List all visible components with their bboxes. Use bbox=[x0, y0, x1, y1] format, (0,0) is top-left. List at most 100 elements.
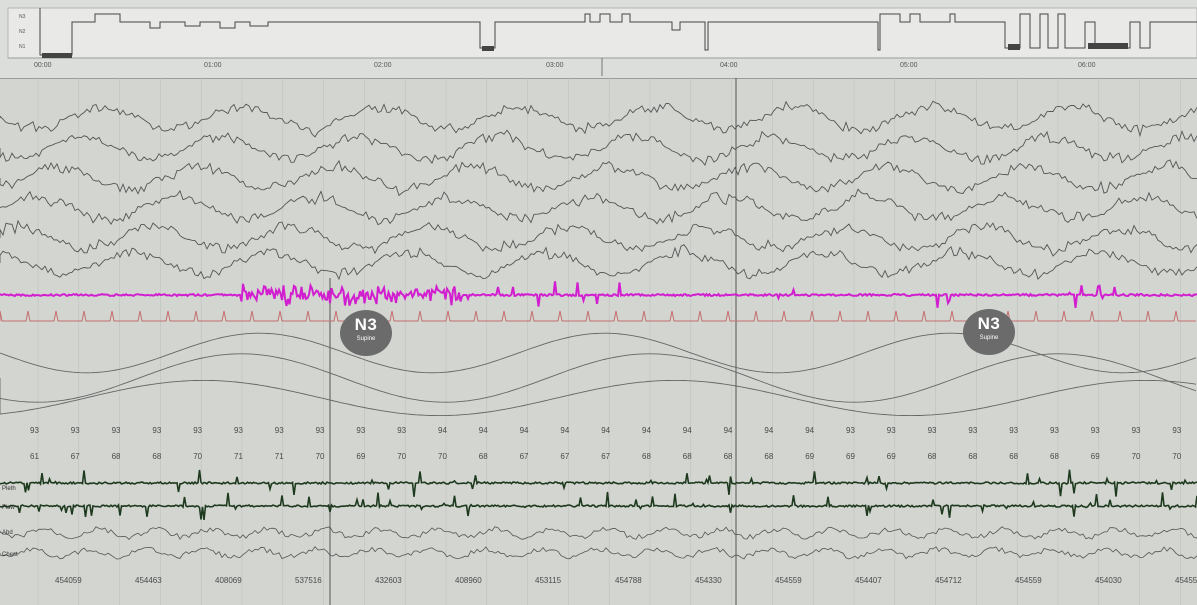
eeg-trace bbox=[0, 219, 1197, 257]
spo2-value: 94 bbox=[642, 426, 651, 435]
hypnogram-trace[interactable] bbox=[0, 0, 1197, 78]
hypnogram-panel[interactable]: N3 N2 N1 00:00 01:00 02:00 03:00 04:00 0… bbox=[0, 0, 1197, 79]
pulse-value: 68 bbox=[642, 452, 651, 461]
pulse-value: 67 bbox=[601, 452, 611, 461]
pulse-value: 70 bbox=[315, 452, 325, 461]
channel-label: Pleth bbox=[2, 486, 16, 492]
counter-value: 537516 bbox=[295, 576, 322, 585]
channel-label: Abd bbox=[2, 530, 13, 536]
spo2-value: 94 bbox=[805, 426, 815, 435]
counter-value: 454712 bbox=[935, 576, 962, 585]
spo2-value: 93 bbox=[70, 426, 80, 435]
spo2-value: 93 bbox=[152, 426, 162, 435]
pulse-value: 69 bbox=[805, 452, 815, 461]
spo2-value: 93 bbox=[315, 426, 325, 435]
stage-label: N3 bbox=[354, 315, 378, 334]
spo2-value: 93 bbox=[927, 426, 937, 435]
spo2-value: 94 bbox=[723, 426, 733, 435]
counter-value: 408069 bbox=[215, 576, 242, 585]
counter-value: 453115 bbox=[535, 576, 562, 585]
spo2-value: 93 bbox=[234, 426, 243, 435]
pulse-value: 68 bbox=[1050, 452, 1059, 461]
counter-value: 432603 bbox=[375, 576, 402, 585]
timeline-label: 00:00 bbox=[34, 62, 52, 69]
channel-label: Flow bbox=[2, 505, 15, 511]
position-label: Supine bbox=[979, 335, 999, 341]
emg-trace bbox=[0, 281, 1197, 309]
pulse-value: 68 bbox=[927, 452, 937, 461]
eeg-trace bbox=[0, 546, 1197, 560]
pulse-value: 67 bbox=[519, 452, 529, 461]
spo2-value: 93 bbox=[1009, 426, 1019, 435]
spo2-value: 94 bbox=[601, 426, 611, 435]
hypno-level-label: N1 bbox=[19, 44, 26, 50]
position-label: Supine bbox=[356, 336, 376, 342]
timeline-label: 02:00 bbox=[374, 62, 392, 69]
timeline-label: 06:00 bbox=[1078, 62, 1096, 69]
pulse-value: 68 bbox=[723, 452, 733, 461]
pulse-value: 68 bbox=[764, 452, 774, 461]
respiratory-trace bbox=[0, 379, 1197, 417]
spo2-value: 94 bbox=[560, 426, 570, 435]
spo2-value: 94 bbox=[438, 426, 447, 435]
pulse-value: 68 bbox=[968, 452, 978, 461]
counter-value: 408960 bbox=[455, 576, 482, 585]
counter-value: 454330 bbox=[695, 576, 722, 585]
pulse-value: 70 bbox=[438, 452, 447, 461]
spo2-value: 94 bbox=[478, 426, 488, 435]
spo2-value: 93 bbox=[846, 426, 855, 435]
spo2-value: 94 bbox=[682, 426, 692, 435]
pulse-value: 70 bbox=[1131, 452, 1141, 461]
pulse-value: 71 bbox=[274, 452, 284, 461]
spo2-value: 93 bbox=[1172, 426, 1182, 435]
sleep-stage-marker[interactable]: N3 Supine bbox=[340, 310, 392, 356]
pulse-value: 67 bbox=[560, 452, 570, 461]
timeline-label: 05:00 bbox=[900, 62, 918, 69]
sleep-stage-marker[interactable]: N3 Supine bbox=[963, 309, 1015, 355]
pulse-value: 70 bbox=[1172, 452, 1182, 461]
spo2-value: 93 bbox=[274, 426, 284, 435]
pulse-value: 68 bbox=[111, 452, 121, 461]
counter-value: 454559 bbox=[775, 576, 802, 585]
spo2-value: 93 bbox=[356, 426, 366, 435]
counter-value: 454463 bbox=[135, 576, 162, 585]
counter-value: 454030 bbox=[1095, 576, 1122, 585]
eeg-trace bbox=[0, 100, 1197, 138]
pulse-value: 61 bbox=[30, 452, 39, 461]
leg-emg-trace bbox=[0, 469, 1197, 497]
timeline-label: 03:00 bbox=[546, 62, 564, 69]
counter-value: 454059 bbox=[55, 576, 82, 585]
spo2-value: 93 bbox=[1090, 426, 1100, 435]
pulse-value: 68 bbox=[152, 452, 162, 461]
spo2-value: 93 bbox=[1050, 426, 1059, 435]
pulse-value: 68 bbox=[682, 452, 692, 461]
timeline-label: 04:00 bbox=[720, 62, 738, 69]
ecg-trace bbox=[0, 310, 1196, 322]
signal-traces[interactable] bbox=[0, 78, 1197, 605]
spo2-value: 93 bbox=[193, 426, 203, 435]
spo2-value: 93 bbox=[1131, 426, 1141, 435]
respiratory-trace bbox=[0, 332, 1197, 374]
hypno-level-label: N2 bbox=[19, 29, 26, 35]
pulse-value: 69 bbox=[846, 452, 855, 461]
counter-value: 454788 bbox=[615, 576, 642, 585]
spo2-value: 94 bbox=[764, 426, 774, 435]
counter-value: 454557 bbox=[1175, 576, 1197, 585]
pulse-value: 69 bbox=[1090, 452, 1100, 461]
spo2-value: 93 bbox=[886, 426, 896, 435]
spo2-value: 94 bbox=[519, 426, 529, 435]
pulse-value: 69 bbox=[356, 452, 366, 461]
pulse-value: 71 bbox=[234, 452, 243, 461]
eeg-trace bbox=[0, 159, 1197, 197]
pulse-value: 67 bbox=[70, 452, 80, 461]
spo2-value: 93 bbox=[397, 426, 407, 435]
eeg-trace bbox=[0, 129, 1197, 167]
pulse-value: 70 bbox=[193, 452, 203, 461]
timeline-label: 01:00 bbox=[204, 62, 222, 69]
pulse-value: 70 bbox=[397, 452, 407, 461]
eeg-trace bbox=[0, 244, 1197, 281]
spo2-value: 93 bbox=[111, 426, 121, 435]
leg-emg-trace bbox=[0, 491, 1197, 520]
eeg-trace bbox=[0, 188, 1197, 226]
